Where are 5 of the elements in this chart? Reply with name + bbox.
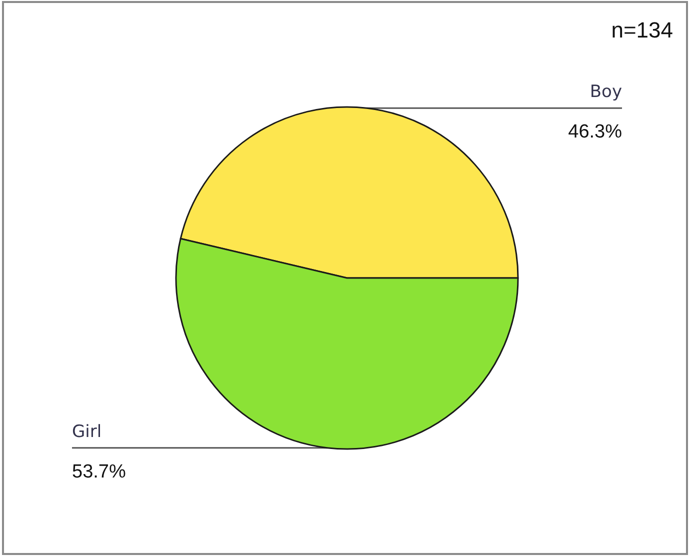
data-label: 53.7% (72, 461, 126, 482)
slice-label: Boy (590, 82, 622, 102)
slice-label: Girl (72, 422, 102, 442)
data-label: 46.3% (568, 122, 622, 143)
text: n=134 (611, 18, 674, 42)
